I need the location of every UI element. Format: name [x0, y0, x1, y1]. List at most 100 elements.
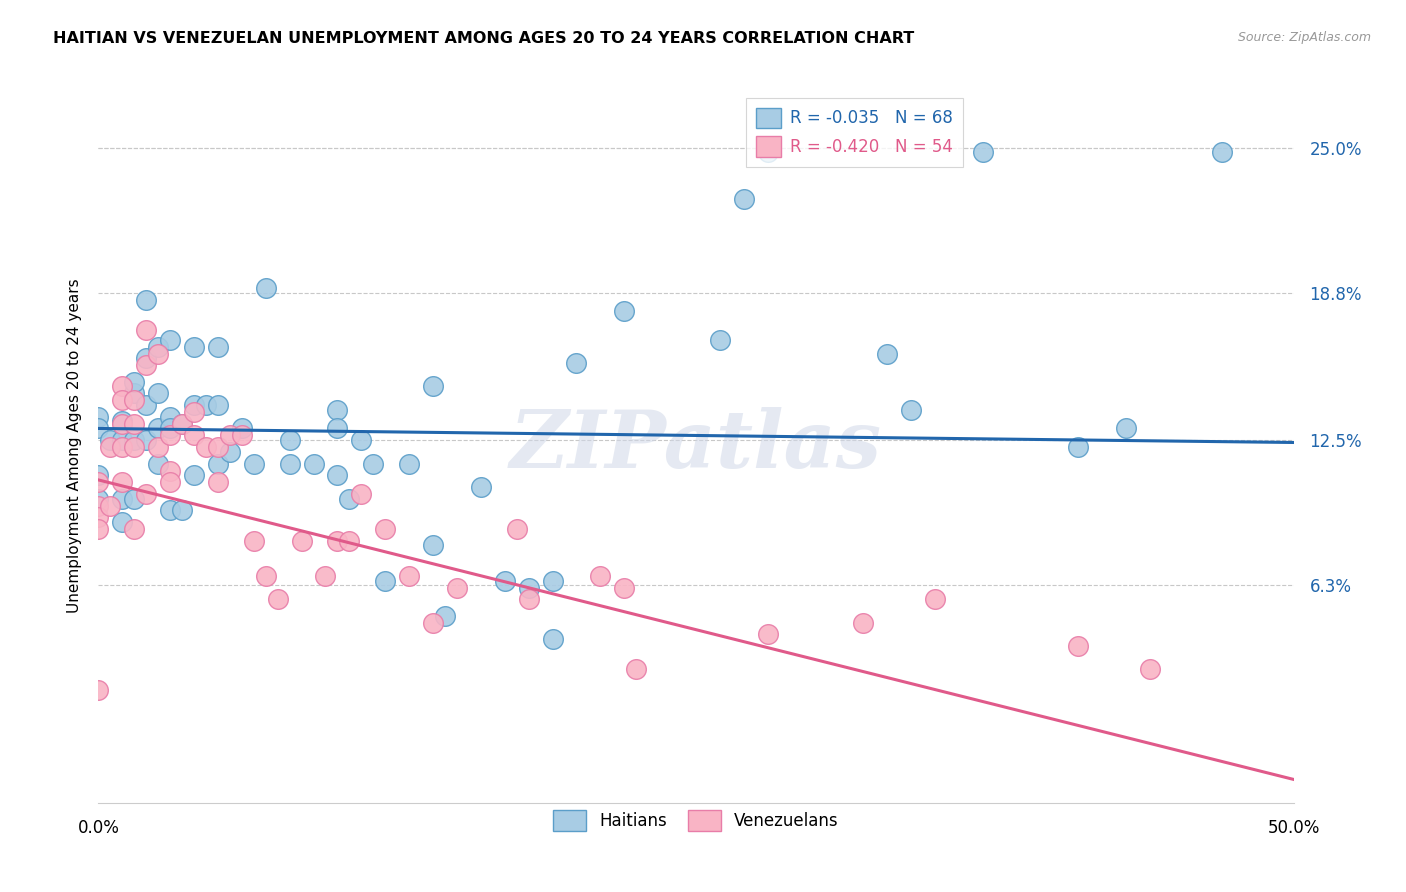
Point: [124, 393, 146, 408]
Point: [326, 468, 349, 483]
Point: [254, 569, 277, 583]
Point: [626, 662, 648, 676]
Point: [1115, 421, 1137, 435]
Point: [135, 293, 157, 307]
Point: [87, 409, 110, 424]
Point: [111, 379, 134, 393]
Point: [756, 627, 779, 641]
Point: [87, 421, 110, 435]
Point: [124, 375, 146, 389]
Point: [422, 538, 444, 552]
Point: [148, 457, 170, 471]
Point: [219, 428, 242, 442]
Point: [148, 421, 170, 435]
Point: [315, 569, 337, 583]
Point: [111, 393, 134, 408]
Point: [111, 417, 134, 431]
Point: [219, 445, 242, 459]
Point: [541, 574, 564, 588]
Point: [98, 499, 122, 513]
Point: [254, 281, 277, 295]
Point: [613, 581, 636, 595]
Point: [207, 398, 229, 412]
Point: [159, 475, 181, 490]
Point: [135, 433, 157, 447]
Point: [183, 340, 205, 354]
Point: [350, 433, 373, 447]
Point: [900, 402, 922, 417]
Point: [183, 428, 205, 442]
Point: [148, 346, 170, 360]
Point: [111, 440, 134, 454]
Point: [207, 440, 229, 454]
Point: [124, 522, 146, 536]
Point: [172, 417, 194, 431]
Point: [159, 409, 181, 424]
Y-axis label: Unemployment Among Ages 20 to 24 years: Unemployment Among Ages 20 to 24 years: [66, 278, 82, 614]
Point: [1067, 639, 1090, 653]
Point: [87, 475, 110, 490]
Point: [172, 503, 194, 517]
Text: HAITIAN VS VENEZUELAN UNEMPLOYMENT AMONG AGES 20 TO 24 YEARS CORRELATION CHART: HAITIAN VS VENEZUELAN UNEMPLOYMENT AMONG…: [53, 31, 915, 46]
Point: [207, 475, 229, 490]
Point: [398, 457, 420, 471]
Point: [517, 592, 540, 607]
Point: [111, 475, 134, 490]
Point: [172, 417, 194, 431]
Point: [852, 615, 875, 630]
Point: [924, 592, 946, 607]
Point: [243, 457, 266, 471]
Point: [159, 421, 181, 435]
Point: [339, 491, 361, 506]
Point: [124, 433, 146, 447]
Point: [267, 592, 290, 607]
Point: [111, 491, 134, 506]
Point: [243, 533, 266, 548]
Point: [195, 440, 218, 454]
Point: [1139, 662, 1161, 676]
Point: [195, 398, 218, 412]
Point: [1211, 145, 1233, 160]
Point: [207, 457, 229, 471]
Legend: Haitians, Venezuelans: Haitians, Venezuelans: [547, 804, 845, 838]
Point: [135, 487, 157, 501]
Point: [124, 417, 146, 431]
Point: [733, 192, 755, 206]
Point: [231, 428, 253, 442]
Point: [135, 398, 157, 412]
Point: [278, 433, 301, 447]
Point: [506, 522, 529, 536]
Point: [326, 533, 349, 548]
Point: [339, 533, 361, 548]
Point: [159, 503, 181, 517]
Point: [207, 340, 229, 354]
Point: [183, 405, 205, 419]
Point: [589, 569, 612, 583]
Point: [326, 421, 349, 435]
Point: [1067, 440, 1090, 454]
Point: [183, 468, 205, 483]
Point: [363, 457, 385, 471]
Point: [709, 333, 731, 347]
Point: [124, 386, 146, 401]
Point: [135, 359, 157, 373]
Point: [517, 581, 540, 595]
Point: [613, 304, 636, 318]
Point: [135, 351, 157, 366]
Point: [135, 323, 157, 337]
Point: [446, 581, 468, 595]
Point: [87, 468, 110, 483]
Point: [374, 574, 396, 588]
Point: [422, 615, 444, 630]
Point: [87, 522, 110, 536]
Point: [124, 440, 146, 454]
Point: [148, 440, 170, 454]
Point: [565, 356, 588, 370]
Point: [159, 333, 181, 347]
Point: [756, 145, 779, 160]
Point: [87, 683, 110, 698]
Point: [87, 510, 110, 524]
Point: [231, 421, 253, 435]
Point: [374, 522, 396, 536]
Point: [541, 632, 564, 646]
